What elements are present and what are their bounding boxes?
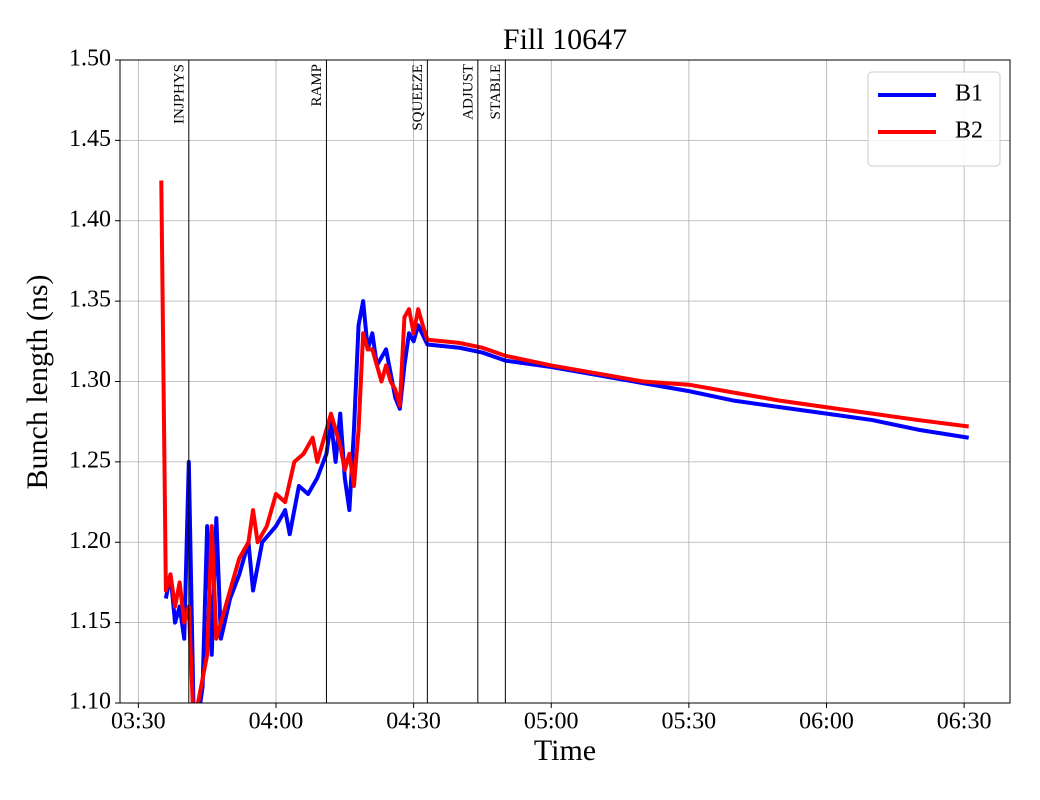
- legend-label: B2: [955, 118, 983, 144]
- phase-label: SQUEEZE: [410, 64, 426, 131]
- plot-area: [159, 180, 970, 703]
- y-tick-label: 1.40: [69, 206, 111, 232]
- x-tick-label: 04:00: [249, 709, 304, 735]
- y-tick-label: 1.20: [69, 528, 111, 554]
- chart-title: Fill 10647: [503, 23, 627, 56]
- y-axis-label: Bunch length (ns): [21, 275, 54, 490]
- phase-label: INJPHYS: [171, 64, 187, 124]
- x-tick-label: 04:30: [386, 709, 441, 735]
- y-tick-label: 1.45: [69, 126, 111, 152]
- y-tick-label: 1.10: [69, 689, 111, 715]
- x-tick-label: 06:00: [799, 709, 854, 735]
- y-tick-label: 1.50: [69, 46, 111, 72]
- x-tick-label: 05:30: [662, 709, 717, 735]
- y-tick-label: 1.30: [69, 367, 111, 393]
- y-tick-label: 1.35: [69, 287, 111, 313]
- y-tick-label: 1.25: [69, 447, 111, 473]
- y-tick-label: 1.15: [69, 608, 111, 634]
- phase-label: RAMP: [309, 64, 325, 107]
- x-tick-label: 06:30: [937, 709, 992, 735]
- x-tick-label: 05:00: [524, 709, 579, 735]
- series-line: [159, 180, 969, 703]
- phase-label: STABLE: [488, 64, 504, 119]
- phase-label: ADJUST: [460, 64, 476, 120]
- x-tick-label: 03:30: [111, 709, 166, 735]
- x-axis-label: Time: [534, 734, 596, 767]
- legend-label: B1: [955, 81, 983, 107]
